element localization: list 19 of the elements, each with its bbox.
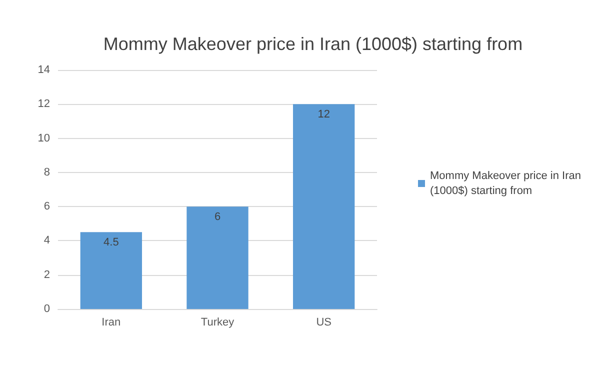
y-tick-label: 14 <box>38 64 50 76</box>
x-tick-label: US <box>316 316 332 328</box>
y-tick-label: 12 <box>38 98 50 110</box>
bar <box>292 104 355 309</box>
y-tick-label: 0 <box>44 303 50 315</box>
x-tick-label: Turkey <box>200 316 235 328</box>
bar <box>186 206 248 309</box>
data-label: 4.5 <box>104 236 119 249</box>
x-tick-label: Iran <box>102 316 121 328</box>
data-label: 12 <box>318 108 330 121</box>
chart-title: Mommy Makeover price in Iran (1000$) starting from <box>103 34 523 54</box>
y-tick-label: 10 <box>38 132 50 144</box>
y-tick-label: 4 <box>44 234 50 247</box>
y-tick-label: 6 <box>44 200 50 213</box>
legend-label: Mommy Makeover price in Iran (1000$) starting from <box>430 170 584 197</box>
y-tick-label: 8 <box>44 166 50 178</box>
bar <box>80 232 142 309</box>
data-label: 6 <box>214 211 221 224</box>
y-tick-label: 2 <box>44 268 50 281</box>
